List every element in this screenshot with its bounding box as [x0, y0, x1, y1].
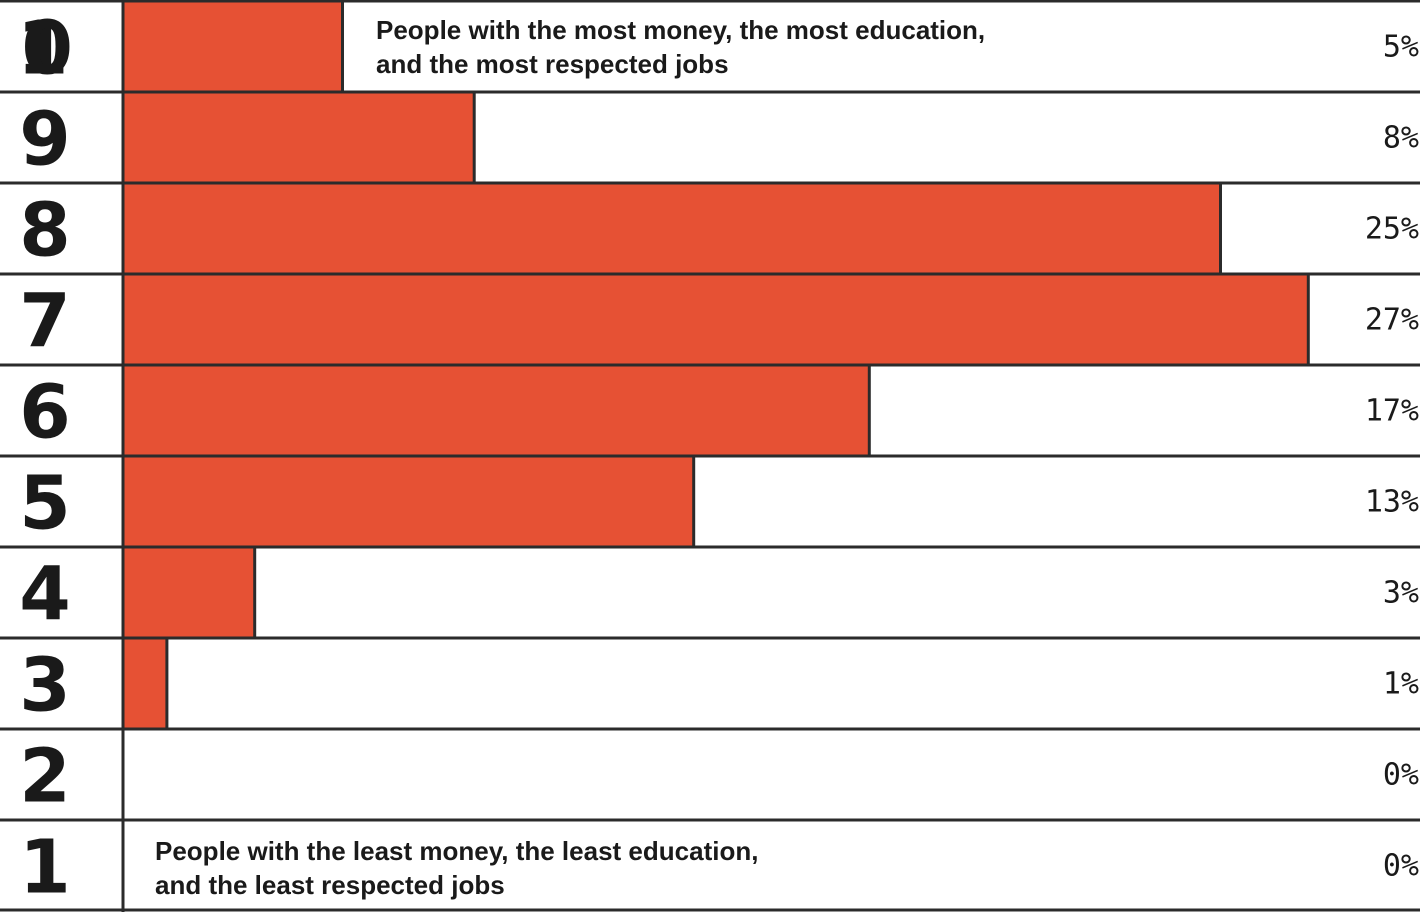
value-label-rank-4: 3% [1383, 576, 1419, 611]
rank-label-6: 6 [19, 370, 71, 456]
bars-layer [123, 2, 1309, 729]
rank-label-9: 9 [19, 97, 71, 183]
rank-label-1: 1 [19, 825, 71, 911]
rank-label-2: 2 [19, 734, 71, 820]
bar-rank-5 [123, 457, 694, 547]
bottom-annotation-line-2: and the least respected jobs [155, 870, 505, 900]
rank-label-7: 7 [19, 279, 71, 365]
bar-rank-8 [123, 184, 1221, 274]
bar-rank-3 [123, 639, 167, 729]
value-label-rank-9: 8% [1383, 121, 1419, 156]
top-annotation-line-1: People with the most money, the most edu… [376, 15, 985, 45]
rank-label-3: 3 [19, 643, 71, 729]
rank-label-8: 8 [19, 188, 71, 274]
labels-layer: People with the most money, the most edu… [17, 6, 1419, 911]
rank-label-10: 10 [17, 6, 73, 92]
bar-rank-10 [123, 2, 343, 92]
value-label-rank-7: 27% [1365, 303, 1419, 338]
value-label-rank-5: 13% [1365, 485, 1419, 520]
value-label-rank-3: 1% [1383, 667, 1419, 702]
value-label-rank-6: 17% [1365, 394, 1419, 429]
value-label-rank-8: 25% [1365, 212, 1419, 247]
bar-rank-9 [123, 93, 475, 183]
bottom-annotation-line-1: People with the least money, the least e… [155, 836, 758, 866]
value-label-rank-1: 0% [1383, 849, 1419, 884]
bar-rank-4 [123, 548, 255, 638]
value-label-rank-10: 5% [1383, 30, 1419, 65]
bar-rank-6 [123, 366, 870, 456]
rank-label-4: 4 [19, 552, 71, 638]
rank-label-5: 5 [19, 461, 71, 547]
top-annotation-line-2: and the most respected jobs [376, 49, 729, 79]
bar-rank-7 [123, 275, 1309, 365]
value-label-rank-2: 0% [1383, 758, 1419, 793]
